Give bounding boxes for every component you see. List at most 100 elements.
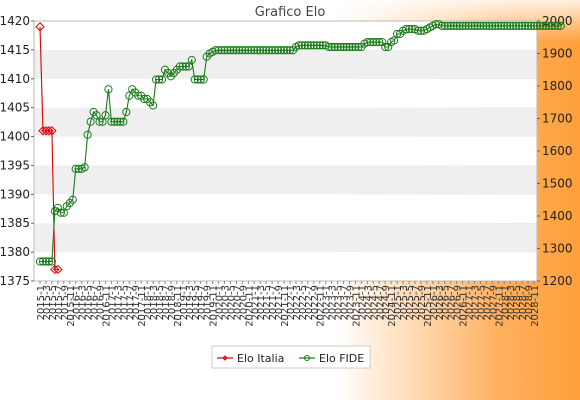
data-point-elo-fide xyxy=(369,38,378,47)
data-point-elo-fide xyxy=(250,46,259,55)
data-point-elo-fide xyxy=(345,42,354,52)
legend-item-elo-italia: Elo Italia xyxy=(217,352,284,365)
x-tick-label: 2015-11 xyxy=(66,285,77,327)
plot-band xyxy=(34,252,537,281)
x-tick-label: 2025-9 xyxy=(417,285,428,320)
data-point-elo-fide xyxy=(452,21,461,30)
data-point-elo-fide xyxy=(529,21,539,30)
x-tick-label: 2016-11 xyxy=(101,285,112,327)
data-point-elo-fide xyxy=(342,42,351,52)
data-point-elo-fide xyxy=(107,117,116,126)
data-point-elo-fide xyxy=(247,46,256,55)
data-point-elo-fide xyxy=(523,21,533,30)
data-point-elo-fide xyxy=(413,26,423,35)
x-tick-label: 2019-11 xyxy=(209,285,220,327)
data-point-elo-fide xyxy=(461,21,470,30)
legend-marker-elo-italia xyxy=(222,355,228,361)
data-point-elo-fide xyxy=(512,21,521,30)
data-point-elo-fide xyxy=(526,21,536,30)
data-point-elo-fide xyxy=(488,21,497,30)
right-tick-label: 1500 xyxy=(542,177,573,191)
x-tick-label: 2025-5 xyxy=(405,285,416,320)
right-tick-label: 1400 xyxy=(542,209,573,223)
data-point-elo-fide xyxy=(253,46,262,55)
x-tick-label: 2025-11 xyxy=(423,285,434,327)
left-tick-label: 1420 xyxy=(0,14,30,28)
x-tick-label: 2020-5 xyxy=(226,285,237,320)
data-point-elo-fide xyxy=(404,25,414,34)
x-tick-label: 2020-7 xyxy=(232,285,243,320)
left-tick-label: 1385 xyxy=(0,216,30,230)
data-point-elo-fide xyxy=(497,21,506,30)
data-point-elo-fide xyxy=(154,75,164,84)
data-point-elo-fide xyxy=(401,25,411,34)
left-tick-label: 1375 xyxy=(0,274,30,288)
x-tick-label: 2027-9 xyxy=(488,285,499,320)
data-point-elo-fide xyxy=(303,41,312,50)
left-y-axis: 1375 1380 1385 1390 1395 1400 1405 1410 1415 1420 xyxy=(0,14,34,288)
right-tick-label: 1600 xyxy=(542,144,573,158)
data-point-elo-fide xyxy=(196,75,205,84)
x-tick-label: 2023-5 xyxy=(334,285,345,320)
data-point-elo-fide xyxy=(467,21,476,30)
data-point-elo-fide xyxy=(86,117,95,126)
legend-box xyxy=(211,345,371,369)
data-point-elo-fide xyxy=(74,164,83,173)
left-tick-label: 1415 xyxy=(0,43,30,57)
x-tick-label: 2026-9 xyxy=(453,285,464,320)
x-tick-label: 2015-3 xyxy=(42,285,53,320)
data-point-elo-italia xyxy=(47,126,57,136)
left-tick-label: 1410 xyxy=(0,72,30,86)
chart-title: Grafico Elo xyxy=(255,5,326,20)
x-tick-label: 2019-7 xyxy=(197,285,208,320)
plot-band xyxy=(34,136,537,166)
x-tick-label: 2024-7 xyxy=(375,285,386,320)
plot-bands xyxy=(34,21,537,281)
data-point-elo-fide xyxy=(119,117,128,126)
data-point-elo-fide xyxy=(220,46,229,55)
data-point-elo-fide xyxy=(71,164,80,173)
data-point-elo-fide xyxy=(297,41,306,50)
x-tick-label: 2026-5 xyxy=(441,285,452,320)
data-point-elo-fide xyxy=(56,208,65,217)
data-point-elo-fide xyxy=(363,38,372,47)
x-tick-label: 2018-7 xyxy=(161,285,172,320)
data-point-elo-fide xyxy=(494,21,503,30)
x-tick-label: 2022-5 xyxy=(298,285,309,320)
x-tick-label: 2019-3 xyxy=(185,285,196,320)
data-point-elo-fide xyxy=(47,257,57,266)
data-point-elo-fide xyxy=(518,21,527,30)
data-point-elo-fide xyxy=(381,42,390,52)
data-point-elo-fide xyxy=(458,21,467,30)
data-point-elo-fide xyxy=(327,42,336,52)
data-point-elo-fide xyxy=(95,117,104,126)
x-tick-label: 2017-3 xyxy=(113,285,124,320)
plot-band xyxy=(34,49,537,79)
x-tick-label: 2027-7 xyxy=(482,285,493,320)
x-tick-label: 2025-3 xyxy=(399,285,410,320)
data-point-elo-fide xyxy=(550,21,559,30)
x-tick-label: 2018-11 xyxy=(173,285,184,327)
data-point-elo-fide xyxy=(437,21,446,30)
data-point-elo-fide xyxy=(500,21,509,30)
data-point-elo-fide xyxy=(431,20,440,29)
x-tick-label: 2016-5 xyxy=(84,285,95,320)
data-point-elo-fide xyxy=(491,21,500,30)
data-point-elo-fide xyxy=(229,46,238,55)
data-point-elo-fide xyxy=(476,21,485,30)
data-point-elo-fide xyxy=(440,21,449,30)
data-point-elo-fide xyxy=(535,21,545,30)
x-tick-label: 2022-3 xyxy=(292,285,303,320)
data-point-elo-fide xyxy=(515,21,524,30)
x-tick-label: 2024-3 xyxy=(363,285,374,320)
x-tick-label: 2024-11 xyxy=(387,285,398,327)
data-point-elo-fide xyxy=(473,21,482,30)
data-point-elo-fide xyxy=(217,46,226,55)
data-point-elo-fide xyxy=(538,21,548,30)
data-point-elo-fide xyxy=(273,46,283,55)
data-point-elo-fide xyxy=(238,46,247,55)
left-tick-label: 1400 xyxy=(0,130,30,144)
data-point-elo-fide xyxy=(372,38,381,47)
